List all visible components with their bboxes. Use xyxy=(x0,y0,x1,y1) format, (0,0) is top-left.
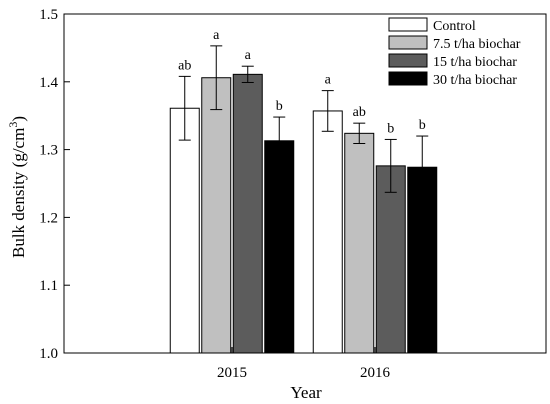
legend-label: 7.5 t/ha biochar xyxy=(433,37,521,52)
y-tick-label: 1.4 xyxy=(39,75,58,91)
bar xyxy=(232,73,263,354)
bar xyxy=(344,132,375,354)
significance-letter: b xyxy=(276,99,283,114)
bar xyxy=(375,165,406,354)
legend-label: 15 t/ha biochar xyxy=(433,55,517,70)
x-tick-label: 2015 xyxy=(217,365,247,381)
y-tick-label: 1.2 xyxy=(39,210,58,226)
bar xyxy=(169,107,200,354)
y-tick-label: 1.0 xyxy=(39,346,58,362)
x-tick-label: 2016 xyxy=(360,365,391,381)
significance-letter: b xyxy=(419,118,426,133)
plot-frame xyxy=(63,13,547,354)
significance-letter: ab xyxy=(353,105,366,120)
y-tick-label: 1.5 xyxy=(39,7,58,23)
y-axis-label: Bulk density (g/cm3) xyxy=(6,116,28,258)
legend-label: Control xyxy=(433,19,476,34)
bar xyxy=(201,77,232,354)
x-axis-label: Year xyxy=(290,383,322,402)
legend-swatch xyxy=(388,17,428,32)
legend: Control 7.5 t/ha biochar 15 t/ha biochar 30… xyxy=(388,17,521,88)
y-tick-label: 1.1 xyxy=(39,278,58,294)
legend-swatch xyxy=(388,71,428,86)
significance-letter: a xyxy=(325,73,332,88)
significance-letter: a xyxy=(245,48,252,63)
y-axis-label-superscript: 3 xyxy=(6,122,20,128)
legend-swatch xyxy=(388,35,428,50)
legend-label: 30 t/ha biochar xyxy=(433,73,517,88)
significance-letter: ab xyxy=(178,58,191,73)
significance-letter: a xyxy=(213,28,220,43)
bar xyxy=(264,140,295,354)
significance-letter: b xyxy=(387,121,394,136)
bar xyxy=(312,110,343,354)
legend-swatch xyxy=(388,53,428,68)
y-tick-label: 1.3 xyxy=(39,143,58,159)
